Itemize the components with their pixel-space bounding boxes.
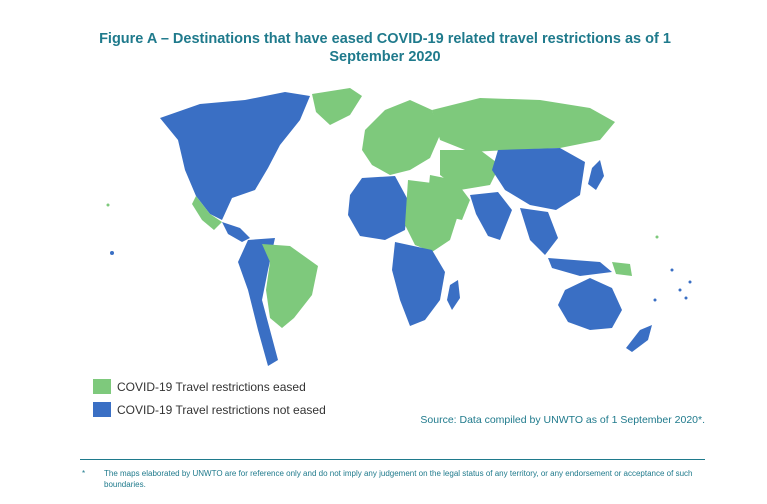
region-south-asia	[470, 192, 512, 240]
island	[655, 235, 659, 239]
region-central-america	[222, 222, 250, 242]
legend-swatch-not-eased	[93, 402, 111, 417]
region-png	[612, 262, 632, 276]
region-east-africa	[405, 180, 458, 252]
legend: COVID-19 Travel restrictions eased COVID…	[93, 376, 326, 422]
region-russia	[432, 98, 615, 152]
region-southeast-asia	[520, 208, 558, 255]
source-note: Source: Data compiled by UNWTO as of 1 S…	[420, 414, 705, 426]
island	[670, 268, 674, 272]
island	[678, 288, 682, 292]
footnote-text: The maps elaborated by UNWTO are for ref…	[104, 469, 693, 489]
region-japan	[588, 160, 604, 190]
island	[653, 298, 657, 302]
region-north-america	[160, 92, 310, 220]
region-greenland	[312, 88, 362, 125]
region-europe	[362, 100, 440, 175]
region-south-america-east	[262, 244, 318, 328]
region-mexico	[192, 196, 222, 230]
footnote-divider	[80, 459, 705, 460]
legend-item-not-eased: COVID-19 Travel restrictions not eased	[93, 399, 326, 420]
legend-swatch-eased	[93, 379, 111, 394]
region-southern-africa	[392, 242, 445, 326]
region-australia	[558, 278, 622, 330]
region-indonesia	[548, 258, 612, 276]
footnote-mark: *	[82, 469, 86, 478]
island	[684, 296, 688, 300]
legend-label-not-eased: COVID-19 Travel restrictions not eased	[117, 402, 326, 417]
region-east-asia	[492, 148, 585, 210]
region-madagascar	[447, 280, 460, 310]
region-west-africa	[348, 176, 408, 240]
island	[106, 203, 110, 207]
figure-title: Figure A – Destinations that have eased …	[99, 31, 671, 65]
island	[110, 251, 114, 255]
region-south-america-west	[238, 238, 278, 366]
legend-label-eased: COVID-19 Travel restrictions eased	[117, 379, 306, 394]
region-new-zealand	[626, 325, 652, 352]
island	[688, 280, 692, 284]
legend-item-eased: COVID-19 Travel restrictions eased	[93, 376, 326, 397]
